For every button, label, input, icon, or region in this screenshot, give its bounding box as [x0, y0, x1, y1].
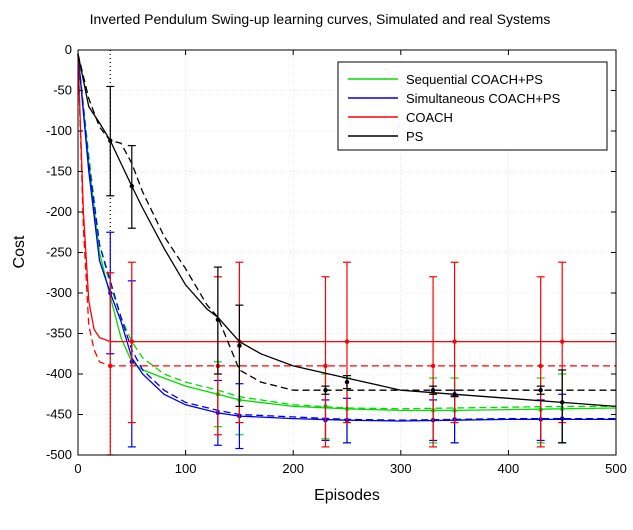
data-point: [430, 388, 436, 393]
data-point: [344, 339, 350, 344]
y-tick-label: -500: [46, 447, 72, 462]
data-point: [560, 339, 565, 344]
series-line-dashed: [77, 53, 616, 410]
y-tick-label: -250: [46, 245, 72, 260]
series-coach: [77, 53, 616, 456]
data-point: [215, 317, 221, 322]
series-ps: [77, 53, 617, 444]
x-tick-label: 500: [605, 461, 627, 476]
y-tick-label: -450: [46, 407, 72, 422]
y-axis-label: Cost: [11, 235, 28, 268]
y-tick-label: -300: [46, 285, 72, 300]
data-point: [430, 363, 436, 369]
y-tick-label: -350: [46, 326, 72, 341]
y-tick-label: -100: [46, 123, 72, 138]
x-tick-label: 100: [175, 461, 197, 476]
x-tick-label: 200: [282, 461, 304, 476]
series-line-solid: [77, 53, 616, 343]
data-point: [323, 363, 328, 369]
data-point: [538, 388, 543, 393]
data-point: [237, 343, 242, 348]
y-tick-label: -150: [46, 164, 72, 179]
data-point: [129, 183, 134, 189]
series-group: [77, 53, 617, 456]
x-axis-label: Episodes: [314, 487, 380, 504]
data-point: [538, 363, 543, 369]
y-tick-label: -200: [46, 204, 72, 219]
series-line-dashed: [77, 53, 616, 367]
y-tick-label: -400: [46, 366, 72, 381]
axis-ticks: 0 -50 -100 -150 -200 -250 -300 -350 -400 -450 -500…: [46, 42, 627, 476]
x-tick-label: 400: [498, 461, 520, 476]
data-point: [108, 138, 113, 143]
data-point: [452, 392, 457, 397]
data-point: [323, 388, 328, 393]
legend-label: COACH: [406, 110, 453, 125]
data-point: [452, 339, 457, 344]
legend: Sequential COACH+PS Simultaneous COACH+PS…: [337, 61, 608, 151]
data-point: [344, 379, 350, 385]
x-tick-label: 0: [74, 461, 81, 476]
legend-label: Simultaneous COACH+PS: [406, 91, 561, 106]
chart-title: Inverted Pendulum Swing-up learning curv…: [90, 11, 551, 27]
data-point: [560, 400, 565, 405]
series-line-solid: [77, 53, 617, 408]
x-tick-label: 300: [390, 461, 412, 476]
series-line-dashed: [77, 53, 616, 421]
y-tick-label: 0: [65, 42, 72, 57]
series-line-solid: [77, 53, 616, 422]
data-point: [108, 363, 113, 369]
data-point: [129, 339, 134, 344]
y-tick-label: -50: [53, 83, 72, 98]
legend-label: Sequential COACH+PS: [406, 72, 543, 87]
legend-label: PS: [406, 129, 424, 144]
